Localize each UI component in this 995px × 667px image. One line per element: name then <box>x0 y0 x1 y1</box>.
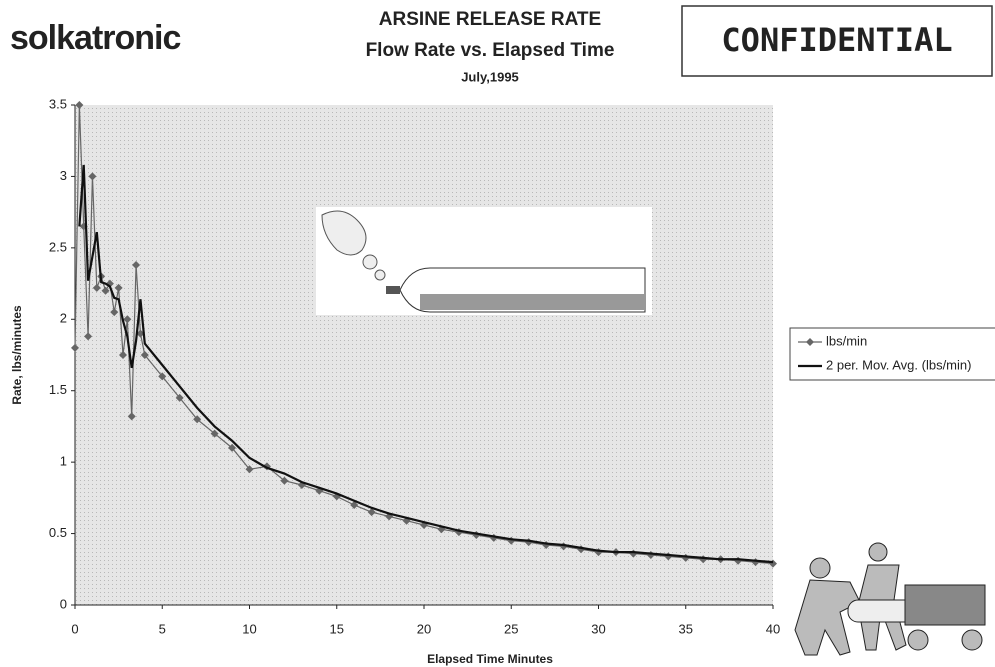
marker <box>132 261 141 269</box>
legend-marker <box>806 338 814 346</box>
stamp-box <box>681 5 993 77</box>
legend-box <box>789 327 995 381</box>
marker <box>127 412 136 421</box>
logo: solkatronic <box>10 19 180 57</box>
chart-title: ARSINE RELEASE RATE <box>379 9 601 30</box>
marker <box>175 393 184 402</box>
marker <box>75 101 84 109</box>
marker <box>280 476 289 485</box>
y-tick-label: 1.5 <box>49 382 67 397</box>
marker <box>136 329 145 338</box>
marker <box>114 283 123 292</box>
legend-label: 2 per. Mov. Avg. (lbs/min) <box>826 357 971 372</box>
legend-label: lbs/min <box>826 333 867 348</box>
marker <box>92 283 101 292</box>
marker <box>84 332 93 341</box>
x-tick-label: 40 <box>766 621 780 636</box>
marker <box>88 172 97 181</box>
y-axis-label: Rate, lbs/minutes <box>10 305 24 405</box>
y-tick-label: 2 <box>60 311 67 326</box>
y-tick-label: 3.5 <box>49 96 67 111</box>
series-line <box>78 164 774 564</box>
y-tick-label: 3 <box>60 168 67 183</box>
marker <box>140 351 149 359</box>
marker <box>71 343 79 352</box>
x-tick-label: 20 <box>417 621 431 636</box>
y-tick-label: 2.5 <box>49 239 67 254</box>
x-tick-label: 15 <box>330 621 344 636</box>
marker <box>210 429 219 438</box>
marker <box>118 351 127 359</box>
marker <box>193 415 202 424</box>
marker <box>101 286 110 295</box>
marker <box>123 315 132 324</box>
marker <box>350 501 359 509</box>
marker <box>110 308 119 317</box>
chart-subtitle: Flow Rate vs. Elapsed Time <box>366 40 615 61</box>
x-tick-label: 25 <box>504 621 518 636</box>
marker <box>367 508 376 517</box>
x-tick-label: 30 <box>591 621 605 636</box>
x-axis-label: Elapsed Time Minutes <box>427 652 553 666</box>
marker <box>228 443 237 452</box>
x-tick-label: 5 <box>159 621 166 636</box>
y-tick-label: 0.5 <box>49 525 67 540</box>
marker <box>158 372 167 381</box>
stamp: CONFIDENTIAL <box>721 21 952 59</box>
x-tick-label: 0 <box>71 621 78 636</box>
plot-area <box>75 105 773 605</box>
workers-illustration <box>794 542 986 656</box>
marker <box>245 465 254 474</box>
x-tick-label: 10 <box>242 621 256 636</box>
y-tick-label: 1 <box>60 454 67 469</box>
y-tick-label: 0 <box>60 596 67 611</box>
tank-illustration <box>316 207 652 315</box>
date: July,1995 <box>461 69 519 84</box>
x-tick-label: 35 <box>679 621 693 636</box>
